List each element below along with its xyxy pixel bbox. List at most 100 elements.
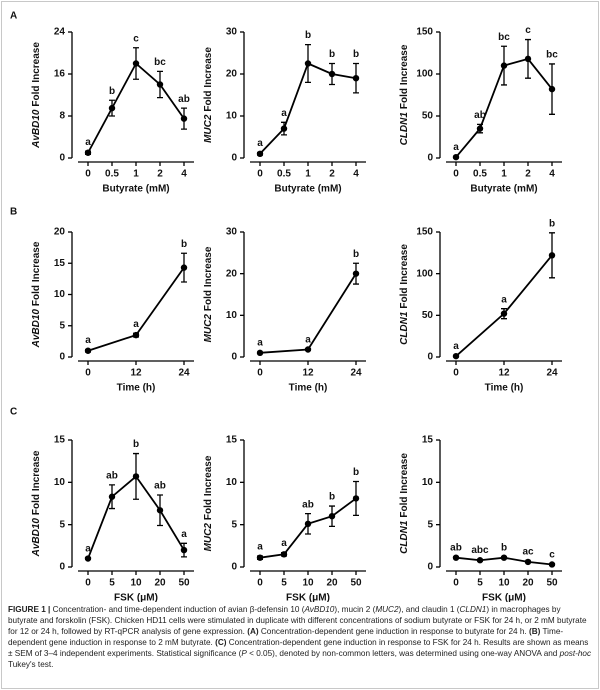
x-tick-label: 50	[546, 578, 558, 589]
y-label-gene: CLDN1	[399, 311, 410, 345]
data-point	[280, 551, 288, 558]
significance-letter: b	[181, 239, 187, 250]
significance-letter: a	[281, 108, 287, 119]
y-tick-label: 0	[59, 562, 65, 573]
y-axis-label: CLDN1 Fold Increase	[399, 44, 410, 145]
caption-text: (A)	[247, 627, 259, 636]
data-point	[280, 125, 288, 132]
data-point	[180, 115, 188, 122]
x-tick-label: 1	[305, 169, 311, 180]
significance-letter: b	[329, 492, 335, 503]
x-tick-label: 20	[522, 578, 534, 589]
x-axis-label: Time (h)	[485, 383, 524, 394]
caption-text: ), and claudin 1 (	[398, 605, 460, 614]
y-tick-label: 0	[59, 352, 65, 363]
y-tick-label: 100	[416, 69, 433, 80]
y-tick-label: 20	[54, 227, 66, 238]
x-tick-label: 4	[181, 169, 187, 180]
x-tick-label: 12	[302, 368, 314, 379]
caption-text: MUC2	[375, 605, 399, 614]
data-point	[132, 60, 140, 67]
y-tick-label: 24	[54, 27, 66, 38]
data-point	[328, 513, 336, 520]
significance-letter: c	[133, 33, 139, 44]
x-axis-label: Butyrate (mM)	[102, 184, 169, 195]
y-label-text: Fold Increase	[31, 42, 42, 107]
y-label-text: Fold Increase	[399, 244, 410, 309]
y-label-text: Fold Increase	[399, 453, 410, 518]
x-axis-label: Time (h)	[117, 383, 156, 394]
x-tick-label: 0	[453, 368, 459, 379]
data-point	[156, 507, 164, 514]
caption-text: FIGURE 1 |	[8, 605, 53, 614]
data-point	[156, 81, 164, 88]
y-axis-label: MUC2 Fold Increase	[203, 246, 214, 342]
y-tick-label: 8	[59, 111, 65, 122]
significance-letter: b	[133, 439, 139, 450]
data-point	[180, 546, 188, 554]
data-point	[352, 270, 360, 277]
y-tick-label: 0	[59, 153, 65, 164]
y-label-text: Fold Increase	[399, 44, 410, 109]
x-axis-label: FSK (μM)	[482, 593, 526, 602]
x-tick-label: 1	[133, 169, 139, 180]
significance-letter: b	[305, 30, 311, 41]
x-tick-label: 24	[546, 368, 558, 379]
significance-letter: ab	[474, 110, 486, 121]
x-tick-label: 10	[130, 578, 142, 589]
caption-text: AvBD10	[304, 605, 335, 614]
panel-label: C	[10, 407, 17, 418]
data-point	[256, 554, 264, 561]
significance-letter: ab	[178, 94, 190, 105]
y-tick-label: 50	[422, 111, 434, 122]
y-tick-label: 10	[422, 477, 434, 488]
y-label-gene: MUC2	[203, 114, 214, 143]
data-point	[108, 493, 116, 500]
data-point	[524, 558, 532, 566]
data-point	[256, 349, 264, 357]
significance-letter: ab	[106, 471, 118, 482]
y-tick-label: 30	[226, 27, 238, 38]
x-tick-label: 0.5	[105, 169, 119, 180]
significance-letter: a	[501, 294, 507, 305]
y-tick-label: 5	[427, 519, 433, 530]
data-point	[452, 153, 460, 161]
caption-text: ), mucin 2 (	[334, 605, 376, 614]
data-point	[304, 60, 312, 67]
y-tick-label: 150	[416, 27, 433, 38]
y-tick-label: 10	[54, 477, 66, 488]
data-point	[476, 125, 484, 132]
data-line	[455, 254, 553, 357]
x-tick-label: 10	[498, 578, 510, 589]
x-tick-label: 5	[109, 578, 115, 589]
y-tick-label: 0	[427, 562, 433, 573]
x-tick-label: 0	[257, 578, 263, 589]
x-tick-label: 12	[498, 368, 510, 379]
x-tick-label: 50	[350, 578, 362, 589]
data-point	[452, 554, 460, 561]
x-tick-label: 0	[85, 368, 91, 379]
caption-text: P	[241, 649, 247, 658]
x-tick-label: 0.5	[277, 169, 291, 180]
significance-letter: a	[453, 341, 459, 352]
data-point	[84, 149, 92, 156]
data-point	[548, 561, 556, 568]
x-tick-label: 20	[326, 578, 338, 589]
data-point	[500, 62, 508, 69]
y-tick-label: 5	[231, 519, 237, 530]
data-point	[108, 104, 116, 112]
caption-text: Concentration- and time-dependent induct…	[52, 605, 305, 614]
caption-text: ) in macrophages by butyrate and forskol…	[8, 605, 587, 636]
y-label-text: Fold Increase	[203, 246, 214, 311]
data-point	[304, 520, 312, 528]
data-point	[304, 346, 312, 353]
y-tick-label: 0	[427, 153, 433, 164]
significance-letter: a	[453, 142, 459, 153]
significance-letter: c	[525, 25, 531, 36]
caption-text: Time-dependent gene induction in respons…	[8, 627, 564, 647]
x-tick-label: 2	[157, 169, 163, 180]
y-axis-label: CLDN1 Fold Increase	[399, 453, 410, 554]
data-point	[500, 310, 508, 317]
data-point	[352, 75, 360, 82]
